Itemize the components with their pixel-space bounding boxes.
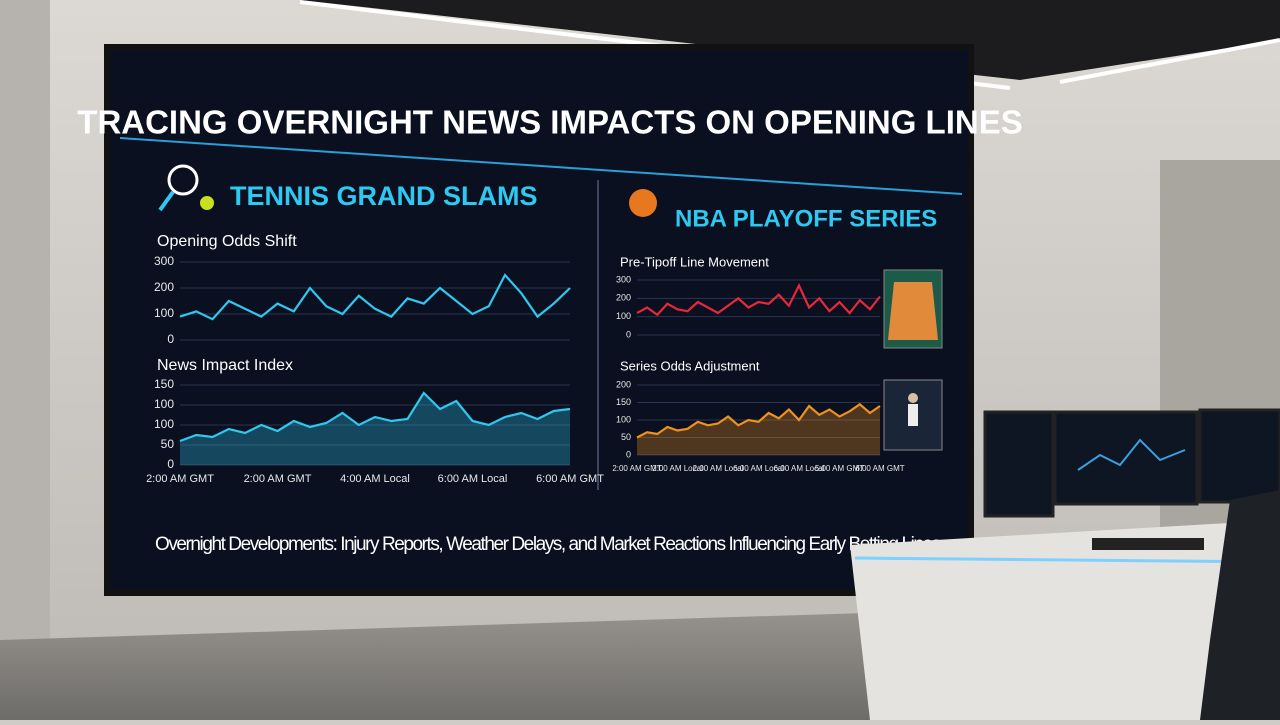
y-tick-label: 300 [154, 254, 174, 268]
y-tick-label: 200 [616, 293, 631, 303]
x-tick-label: 2:00 AM GMT [146, 473, 214, 485]
desk-light [854, 556, 1280, 564]
y-tick-label: 100 [154, 397, 174, 411]
y-tick-label: 50 [161, 437, 175, 451]
desk [850, 520, 1280, 720]
line [179, 391, 571, 443]
y-tick-label: 100 [154, 417, 174, 431]
area [637, 404, 880, 455]
line [636, 402, 881, 439]
y-tick-label: 0 [626, 329, 631, 339]
y-tick-label: 100 [154, 306, 174, 320]
chart-title: Series Odds Adjustment [620, 358, 760, 373]
x-tick-label: 6:00 AM GMT [536, 473, 604, 485]
monitor [1198, 408, 1280, 504]
y-tick-label: 300 [616, 274, 631, 284]
ball-icon [200, 196, 214, 210]
monitor-graphic [1077, 438, 1186, 471]
footer-caption: Overnight Developments: Injury Reports, … [155, 534, 945, 555]
chair [1200, 490, 1280, 720]
light-strip [1059, 38, 1280, 84]
player-thumbnail [908, 393, 918, 403]
x-tick-label: 6:00 AM Local [774, 464, 825, 473]
side-wall [0, 0, 50, 720]
court-thumbnail [888, 282, 938, 340]
screen-title: TRACING OVERNIGHT NEWS IMPACTS ON OPENIN… [77, 104, 1022, 141]
title-rule [119, 137, 963, 195]
racket-icon [158, 190, 175, 212]
y-tick-label: 0 [626, 449, 631, 459]
y-tick-label: 150 [616, 397, 631, 407]
racket-icon [167, 164, 199, 196]
chart-title: Opening Odds Shift [157, 233, 297, 250]
y-tick-label: 50 [621, 432, 631, 442]
y-tick-label: 0 [167, 457, 174, 471]
x-tick-label: 2:00 AM GMT [244, 473, 312, 485]
x-tick-label: 2:00 AM Local [693, 464, 744, 473]
monitor [983, 410, 1055, 518]
y-tick-label: 100 [616, 414, 631, 424]
y-tick-label: 100 [616, 311, 631, 321]
keyboard [1092, 538, 1204, 550]
x-tick-label: 5:00 AM GMT [815, 464, 864, 473]
basketball-icon [629, 189, 657, 217]
x-tick-label: 2:00 AM GMT [612, 464, 661, 473]
line [636, 282, 881, 317]
area [180, 393, 570, 465]
player-thumbnail [908, 404, 918, 426]
x-tick-label: 2:00 AM Local [652, 464, 703, 473]
y-tick-label: 200 [616, 379, 631, 389]
y-tick-label: 200 [154, 280, 174, 294]
chart-title: Pre-Tipoff Line Movement [620, 254, 769, 269]
x-tick-label: 6:00 AM Local [438, 473, 508, 485]
line [179, 273, 571, 321]
y-tick-label: 0 [167, 332, 174, 346]
x-tick-label: 6:00 AM Local [733, 464, 784, 473]
section-heading: NBA PLAYOFF SERIES [675, 205, 937, 232]
screen [110, 50, 968, 590]
x-tick-label: 6:00 AM GMT [855, 464, 904, 473]
y-tick-label: 150 [154, 377, 174, 391]
x-tick-label: 4:00 AM Local [340, 473, 410, 485]
chart-title: News Impact Index [157, 357, 293, 374]
section-heading: TENNIS GRAND SLAMS [230, 181, 538, 211]
